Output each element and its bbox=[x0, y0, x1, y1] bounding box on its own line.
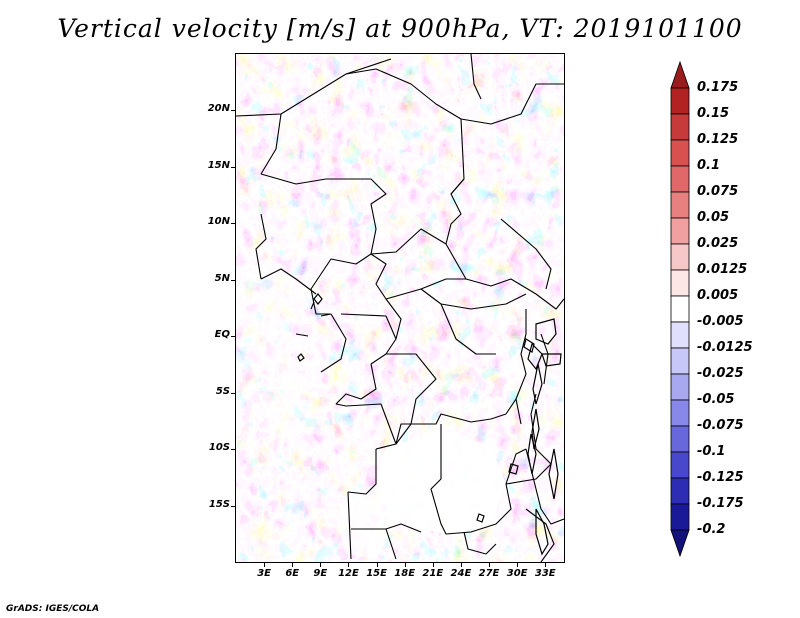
lon-tick-label: 9E bbox=[313, 568, 328, 579]
lat-tick-label: EQ bbox=[214, 329, 230, 341]
colorbar-segment bbox=[670, 87, 690, 115]
lat-tick-label: 10S bbox=[208, 442, 230, 454]
lon-tick-label: 33E bbox=[534, 568, 556, 579]
lat-tick bbox=[231, 279, 236, 281]
colorbar-segment bbox=[670, 191, 690, 219]
lon-tick-label: 24E bbox=[450, 568, 472, 579]
lat-tick-label: 20N bbox=[207, 103, 230, 115]
colorbar-label: -0.0125 bbox=[697, 340, 753, 355]
lat-tick-label: 10N bbox=[207, 216, 230, 228]
colorbar-segment bbox=[670, 347, 690, 375]
colorbar bbox=[670, 60, 690, 558]
colorbar-segment bbox=[670, 217, 690, 245]
colorbar-label: 0.175 bbox=[697, 80, 739, 95]
lat-tick bbox=[231, 110, 236, 112]
lon-tick bbox=[348, 562, 350, 567]
lon-tick bbox=[432, 562, 434, 567]
lon-tick bbox=[517, 562, 519, 567]
colorbar-label: 0.15 bbox=[697, 106, 730, 121]
lat-tick bbox=[231, 336, 236, 338]
colorbar-bottom-arrow bbox=[670, 529, 690, 558]
lat-tick bbox=[231, 449, 236, 451]
colorbar-segment bbox=[670, 295, 690, 323]
colorbar-label: -0.025 bbox=[697, 366, 744, 381]
lon-tick-label: 27E bbox=[478, 568, 500, 579]
colorbar-label: -0.125 bbox=[697, 470, 744, 485]
lon-tick bbox=[460, 562, 462, 567]
lat-tick bbox=[231, 166, 236, 168]
colorbar-label: -0.05 bbox=[697, 392, 735, 407]
colorbar-segment bbox=[670, 243, 690, 271]
colorbar-segment bbox=[670, 269, 690, 297]
lon-tick-label: 3E bbox=[257, 568, 272, 579]
lat-tick-label: 5S bbox=[215, 385, 230, 397]
quiet-region bbox=[376, 429, 506, 534]
colorbar-label: -0.005 bbox=[697, 314, 744, 329]
lon-tick-label: 6E bbox=[285, 568, 300, 579]
colorbar-segment bbox=[670, 451, 690, 479]
chart-title: Vertical velocity [m/s] at 900hPa, VT: 2… bbox=[57, 14, 743, 43]
footer-credit: GrADS: IGES/COLA bbox=[6, 604, 100, 614]
lon-tick-label: 21E bbox=[422, 568, 444, 579]
lat-tick bbox=[231, 505, 236, 507]
lat-tick-label: 15N bbox=[207, 159, 230, 171]
lon-tick-label: 15E bbox=[366, 568, 387, 579]
colorbar-label: -0.1 bbox=[697, 444, 726, 459]
lon-tick bbox=[404, 562, 406, 567]
quiet-region-2 bbox=[336, 484, 396, 559]
colorbar-segment bbox=[670, 503, 690, 531]
vertical-velocity-map bbox=[235, 53, 565, 563]
colorbar-label: -0.075 bbox=[697, 418, 744, 433]
colorbar-label: -0.2 bbox=[697, 522, 726, 537]
lon-tick bbox=[545, 562, 547, 567]
lon-tick-label: 30E bbox=[506, 568, 528, 579]
colorbar-segment bbox=[670, 113, 690, 141]
country-borders bbox=[236, 54, 564, 562]
colorbar-segment bbox=[670, 373, 690, 401]
lon-tick-label: 18E bbox=[394, 568, 416, 579]
lat-tick bbox=[231, 392, 236, 394]
lon-tick bbox=[264, 562, 266, 567]
lat-tick-label: 15S bbox=[208, 498, 230, 510]
colorbar-label: 0.125 bbox=[697, 132, 739, 147]
colorbar-segment bbox=[670, 321, 690, 349]
colorbar-label: -0.175 bbox=[697, 496, 744, 511]
lon-tick-label: 12E bbox=[338, 568, 359, 579]
lon-tick bbox=[292, 562, 294, 567]
lon-tick bbox=[376, 562, 378, 567]
colorbar-label: 0.0125 bbox=[697, 262, 748, 277]
ocean-wash bbox=[236, 274, 321, 454]
colorbar-segment bbox=[670, 165, 690, 193]
colorbar-segment bbox=[670, 477, 690, 505]
colorbar-label: 0.005 bbox=[697, 288, 739, 303]
colorbar-top-arrow bbox=[670, 60, 690, 89]
lake-outlines bbox=[297, 293, 562, 556]
colorbar-segment bbox=[670, 425, 690, 453]
colorbar-label: 0.075 bbox=[697, 184, 739, 199]
lat-tick-label: 5N bbox=[214, 272, 230, 284]
colorbar-segment bbox=[670, 399, 690, 427]
colorbar-label: 0.05 bbox=[697, 210, 730, 225]
lon-tick bbox=[320, 562, 322, 567]
colorbar-segment bbox=[670, 139, 690, 167]
lon-tick bbox=[489, 562, 491, 567]
lat-tick bbox=[231, 223, 236, 225]
colorbar-label: 0.025 bbox=[697, 236, 739, 251]
colorbar-label: 0.1 bbox=[697, 158, 721, 173]
